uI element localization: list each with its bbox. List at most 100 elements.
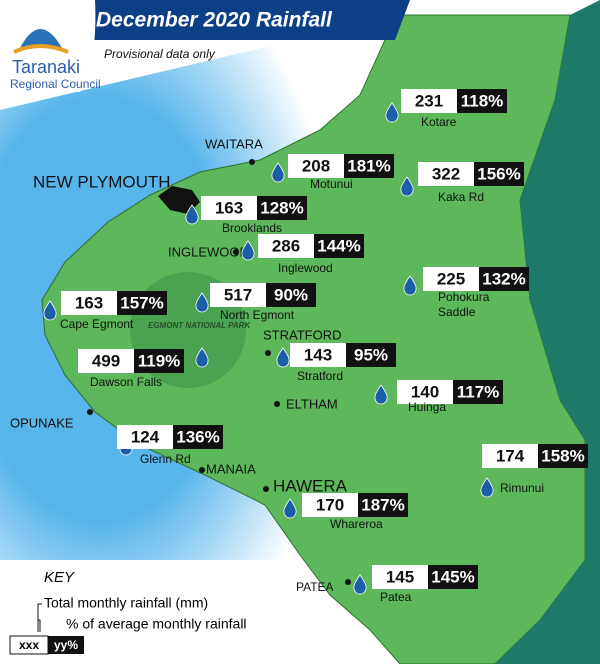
rainfall-percent: 145% — [431, 567, 474, 586]
rainfall-percent: 95% — [354, 345, 388, 364]
key-total: Total monthly rainfall (mm) — [44, 595, 208, 611]
rainfall-total: 231 — [415, 91, 443, 110]
station-name: Inglewood — [278, 261, 333, 275]
station: 322 156% Kaka Rd — [400, 162, 524, 204]
rainfall-percent: 136% — [176, 427, 219, 446]
station-name: Motunui — [310, 177, 353, 191]
percent-box — [428, 565, 478, 589]
total-box — [61, 291, 117, 315]
logo-swoosh — [13, 44, 69, 54]
key-sample-total: xxx — [19, 638, 39, 652]
percent-box — [453, 380, 503, 404]
station: 170 187% Whareroa — [283, 493, 408, 531]
rain-drop — [385, 102, 399, 123]
rainfall-percent: 90% — [274, 285, 308, 304]
percent-box — [344, 154, 394, 178]
percent-box — [479, 267, 529, 291]
rain-drop — [43, 300, 57, 321]
station-name: Kotare — [421, 115, 457, 129]
key-sample-percent: yy% — [54, 638, 78, 652]
total-box — [117, 425, 173, 449]
total-box — [290, 343, 346, 367]
station-name: Huinga — [408, 400, 446, 414]
total-box — [418, 162, 474, 186]
rainfall-total: 143 — [304, 345, 332, 364]
percent-box — [117, 291, 167, 315]
percent-box — [358, 493, 408, 517]
town-dot — [87, 409, 93, 415]
town-dot — [249, 159, 255, 165]
town-dot — [199, 467, 205, 473]
station-name: Cape Egmont — [60, 317, 134, 331]
town-label: STRATFORD — [263, 327, 341, 342]
rain-drop — [185, 204, 199, 225]
rainfall-percent: 128% — [260, 198, 303, 217]
rainfall-total: 174 — [496, 446, 525, 465]
total-box — [78, 349, 134, 373]
rainfall-percent: 144% — [317, 236, 360, 255]
station-name: Glenn Rd — [140, 452, 191, 466]
percent-box — [346, 343, 396, 367]
station-name: Dawson Falls — [90, 375, 162, 389]
station-name: Whareroa — [330, 517, 383, 531]
rainfall-total: 145 — [386, 567, 414, 586]
total-box — [302, 493, 358, 517]
rain-drop — [241, 240, 255, 261]
total-box — [401, 89, 457, 113]
station: 174 158% Rimunui — [480, 444, 588, 498]
rain-drop — [400, 176, 414, 197]
total-box — [423, 267, 479, 291]
rainfall-total: 517 — [224, 285, 252, 304]
rain-drop — [353, 574, 367, 595]
town-dot — [265, 350, 271, 356]
town-label: ELTHAM — [286, 396, 338, 411]
rain-drop — [271, 162, 285, 183]
rain-drop — [480, 477, 494, 498]
station: 517 90% North Egmont — [195, 283, 316, 322]
rainfall-total: 225 — [437, 269, 465, 288]
rainfall-total: 163 — [215, 198, 243, 217]
percent-box — [173, 425, 223, 449]
rainfall-percent: 117% — [457, 382, 500, 401]
station: 499 119% Dawson Falls — [78, 347, 209, 389]
town-label: PATEA — [296, 580, 334, 594]
rainfall-percent: 156% — [477, 164, 520, 183]
town-label: OPUNAKE — [10, 415, 74, 430]
total-box — [372, 565, 428, 589]
station: 225 132% Pohokura Saddle — [403, 267, 529, 319]
station: 143 95% Stratford — [276, 343, 396, 383]
town-label: MANAIA — [206, 461, 256, 476]
park-label: EGMONT NATIONAL PARK — [148, 321, 251, 330]
town-label: WAITARA — [205, 136, 263, 151]
total-box — [210, 283, 266, 307]
station-name: Brooklands — [222, 221, 282, 235]
key: KEY Total monthly rainfall (mm) % of ave… — [9, 569, 247, 655]
rainfall-percent: 181% — [347, 156, 390, 175]
rain-drop — [403, 275, 417, 296]
rainfall-total: 286 — [272, 236, 300, 255]
title: December 2020 Rainfall — [96, 9, 333, 32]
total-box — [201, 196, 257, 220]
city-area — [158, 186, 200, 214]
station: 124 136% Glenn Rd — [117, 425, 223, 466]
logo-name: Taranaki — [12, 57, 80, 77]
station: 231 118% Kotare — [385, 89, 507, 129]
percent-box — [457, 89, 507, 113]
town-label: NEW PLYMOUTH — [33, 172, 171, 191]
station-name: Pohokura Saddle — [438, 290, 490, 319]
percent-box — [474, 162, 524, 186]
town-dot — [345, 579, 351, 585]
key-title: KEY — [44, 569, 75, 586]
station: 140 117% Huinga — [374, 380, 503, 414]
rainfall-total: 208 — [302, 156, 330, 175]
station-name: Stratford — [297, 369, 343, 383]
station: 163 157% Cape Egmont — [43, 291, 167, 331]
rainfall-total: 322 — [432, 164, 460, 183]
percent-box — [314, 234, 364, 258]
rainfall-percent: 119% — [138, 351, 181, 370]
station: 286 144% Inglewood — [241, 234, 364, 275]
rain-drop — [374, 384, 388, 405]
rainfall-total: 124 — [131, 427, 160, 446]
total-box — [397, 380, 453, 404]
rain-drop — [283, 498, 297, 519]
